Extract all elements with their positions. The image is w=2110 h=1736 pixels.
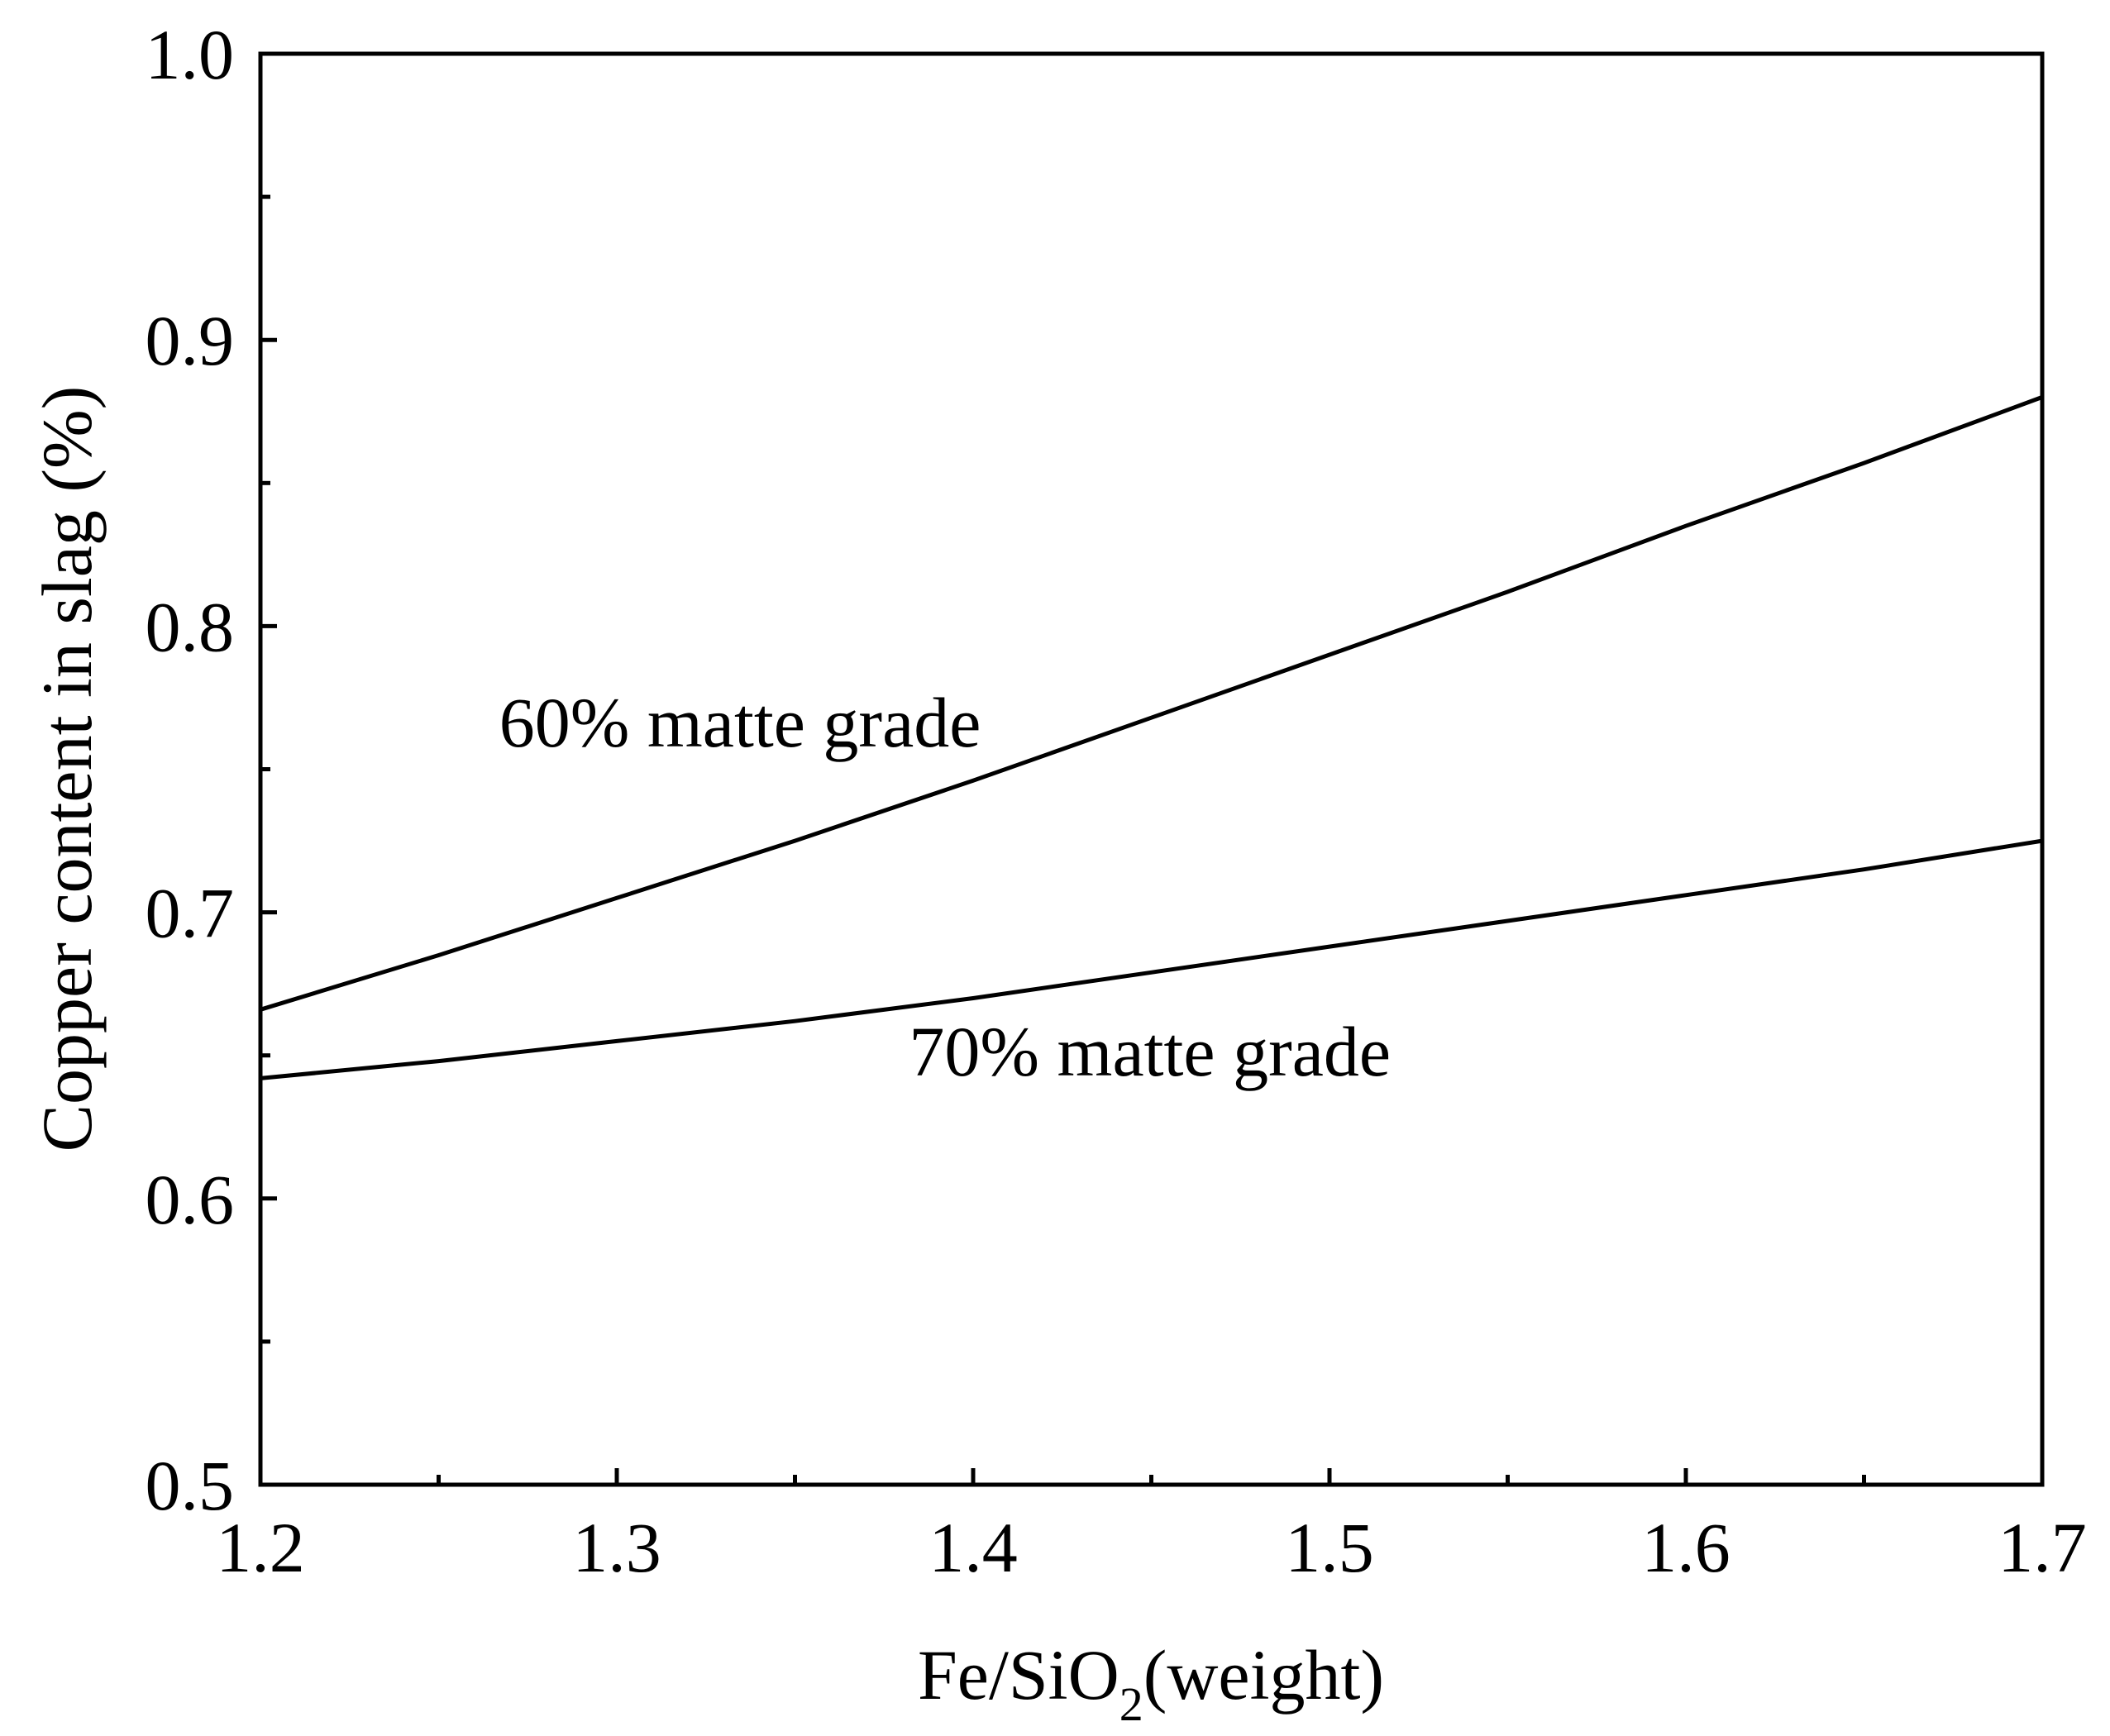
- x-tick-label: 1.3: [572, 1508, 661, 1587]
- plot-marks: [260, 395, 2043, 1080]
- series-line-70-percent: [260, 838, 2043, 1080]
- y-tick-label: 0.7: [146, 874, 235, 953]
- y-tick-label: 0.6: [146, 1160, 235, 1239]
- x-axis-title-subscript: 2: [1119, 1677, 1143, 1731]
- series-label-60-percent: 60% matte grade: [499, 683, 981, 762]
- x-tick-label: 1.2: [216, 1508, 305, 1587]
- x-tick-label: 1.4: [928, 1508, 1018, 1587]
- y-tick-label: 0.5: [146, 1446, 235, 1525]
- y-tick-label: 1.0: [146, 15, 235, 94]
- axis-ticks: [258, 51, 2045, 1487]
- series-labels: 60% matte grade 70% matte grade: [499, 683, 1391, 1091]
- y-axis-title: Copper content in slag (%): [27, 386, 107, 1152]
- x-tick-label: 1.5: [1285, 1508, 1374, 1587]
- x-axis-title-main: Fe/SiO: [918, 1635, 1119, 1715]
- x-tick-label: 1.6: [1641, 1508, 1730, 1587]
- x-axis-title-suffix: (weight): [1143, 1635, 1384, 1715]
- x-tick-label: 1.7: [1998, 1508, 2087, 1587]
- y-tick-label: 0.8: [146, 587, 235, 666]
- y-tick-label: 0.9: [146, 301, 235, 380]
- x-axis-title: Fe/SiO2(weight): [918, 1635, 1384, 1731]
- series-line-60-percent: [260, 395, 2043, 1012]
- tick-labels: 1.2 1.3 1.4 1.5 1.6 1.7 0.5 0.6 0.7 0.8 0.9 1.0: [146, 15, 2087, 1587]
- series-label-70-percent: 70% matte grade: [909, 1012, 1391, 1091]
